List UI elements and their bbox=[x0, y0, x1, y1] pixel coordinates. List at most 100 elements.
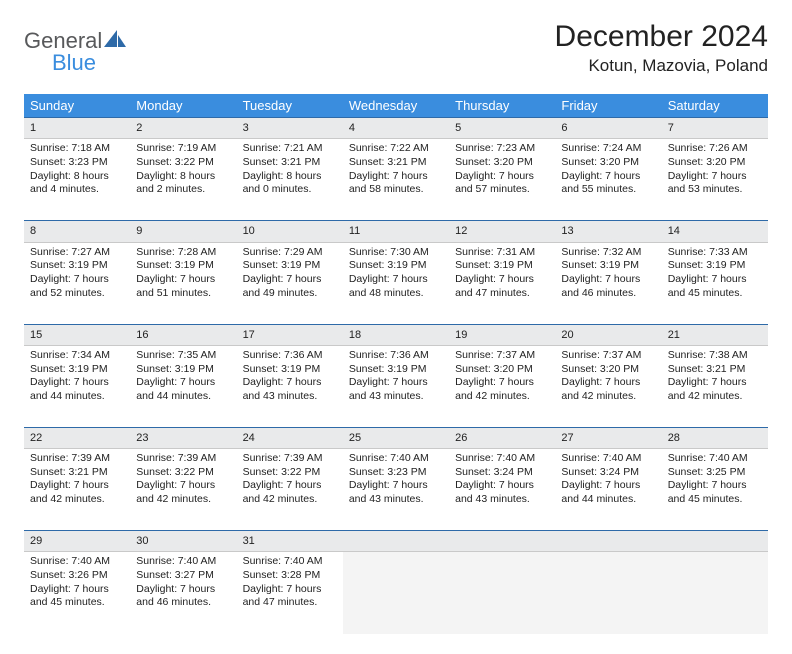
day-details: Sunrise: 7:26 AMSunset: 3:20 PMDaylight:… bbox=[662, 139, 768, 203]
day-text-cell: Sunrise: 7:28 AMSunset: 3:19 PMDaylight:… bbox=[130, 242, 236, 324]
day-details: Sunrise: 7:18 AMSunset: 3:23 PMDaylight:… bbox=[24, 139, 130, 203]
day-number-cell: 28 bbox=[662, 427, 768, 448]
day-number-cell: 23 bbox=[130, 427, 236, 448]
day-details: Sunrise: 7:33 AMSunset: 3:19 PMDaylight:… bbox=[662, 243, 768, 307]
day-number-cell: 5 bbox=[449, 118, 555, 139]
day-number-cell: 24 bbox=[237, 427, 343, 448]
day-details: Sunrise: 7:32 AMSunset: 3:19 PMDaylight:… bbox=[555, 243, 661, 307]
day-text-cell bbox=[555, 552, 661, 634]
day-number-cell bbox=[343, 531, 449, 552]
header: General Blue December 2024 Kotun, Mazovi… bbox=[24, 20, 768, 76]
day-details: Sunrise: 7:30 AMSunset: 3:19 PMDaylight:… bbox=[343, 243, 449, 307]
day-number-cell: 1 bbox=[24, 118, 130, 139]
day-number-cell: 19 bbox=[449, 324, 555, 345]
day-text-cell: Sunrise: 7:39 AMSunset: 3:21 PMDaylight:… bbox=[24, 449, 130, 531]
day-text-cell: Sunrise: 7:36 AMSunset: 3:19 PMDaylight:… bbox=[343, 345, 449, 427]
day-details: Sunrise: 7:38 AMSunset: 3:21 PMDaylight:… bbox=[662, 346, 768, 410]
day-number-cell: 25 bbox=[343, 427, 449, 448]
col-sun: Sunday bbox=[24, 94, 130, 118]
day-text-cell: Sunrise: 7:33 AMSunset: 3:19 PMDaylight:… bbox=[662, 242, 768, 324]
day-details: Sunrise: 7:40 AMSunset: 3:24 PMDaylight:… bbox=[449, 449, 555, 513]
day-text-cell: Sunrise: 7:40 AMSunset: 3:26 PMDaylight:… bbox=[24, 552, 130, 634]
day-details: Sunrise: 7:29 AMSunset: 3:19 PMDaylight:… bbox=[237, 243, 343, 307]
day-details: Sunrise: 7:28 AMSunset: 3:19 PMDaylight:… bbox=[130, 243, 236, 307]
day-text-cell: Sunrise: 7:38 AMSunset: 3:21 PMDaylight:… bbox=[662, 345, 768, 427]
day-number-cell: 10 bbox=[237, 221, 343, 242]
logo-text-2: Blue bbox=[52, 50, 126, 76]
day-number-cell: 9 bbox=[130, 221, 236, 242]
day-number-cell: 20 bbox=[555, 324, 661, 345]
day-text-cell: Sunrise: 7:36 AMSunset: 3:19 PMDaylight:… bbox=[237, 345, 343, 427]
day-details: Sunrise: 7:31 AMSunset: 3:19 PMDaylight:… bbox=[449, 243, 555, 307]
daynum-row: 891011121314 bbox=[24, 221, 768, 242]
day-number-cell: 30 bbox=[130, 531, 236, 552]
day-text-cell: Sunrise: 7:37 AMSunset: 3:20 PMDaylight:… bbox=[449, 345, 555, 427]
day-text-cell: Sunrise: 7:19 AMSunset: 3:22 PMDaylight:… bbox=[130, 139, 236, 221]
day-number-cell: 14 bbox=[662, 221, 768, 242]
day-details: Sunrise: 7:21 AMSunset: 3:21 PMDaylight:… bbox=[237, 139, 343, 203]
calendar-table: Sunday Monday Tuesday Wednesday Thursday… bbox=[24, 94, 768, 634]
day-text-cell: Sunrise: 7:27 AMSunset: 3:19 PMDaylight:… bbox=[24, 242, 130, 324]
day-number-cell: 31 bbox=[237, 531, 343, 552]
day-details: Sunrise: 7:34 AMSunset: 3:19 PMDaylight:… bbox=[24, 346, 130, 410]
day-text-cell: Sunrise: 7:40 AMSunset: 3:27 PMDaylight:… bbox=[130, 552, 236, 634]
day-text-cell: Sunrise: 7:23 AMSunset: 3:20 PMDaylight:… bbox=[449, 139, 555, 221]
col-tue: Tuesday bbox=[237, 94, 343, 118]
day-number-cell: 22 bbox=[24, 427, 130, 448]
daynum-row: 293031 bbox=[24, 531, 768, 552]
daytext-row: Sunrise: 7:34 AMSunset: 3:19 PMDaylight:… bbox=[24, 345, 768, 427]
logo: General Blue bbox=[24, 28, 126, 76]
col-thu: Thursday bbox=[449, 94, 555, 118]
day-details: Sunrise: 7:40 AMSunset: 3:26 PMDaylight:… bbox=[24, 552, 130, 616]
location: Kotun, Mazovia, Poland bbox=[555, 56, 768, 76]
day-number-cell: 17 bbox=[237, 324, 343, 345]
day-text-cell: Sunrise: 7:21 AMSunset: 3:21 PMDaylight:… bbox=[237, 139, 343, 221]
day-text-cell: Sunrise: 7:34 AMSunset: 3:19 PMDaylight:… bbox=[24, 345, 130, 427]
day-number-cell: 12 bbox=[449, 221, 555, 242]
day-text-cell: Sunrise: 7:32 AMSunset: 3:19 PMDaylight:… bbox=[555, 242, 661, 324]
day-number-cell: 21 bbox=[662, 324, 768, 345]
day-text-cell: Sunrise: 7:39 AMSunset: 3:22 PMDaylight:… bbox=[237, 449, 343, 531]
col-mon: Monday bbox=[130, 94, 236, 118]
day-text-cell: Sunrise: 7:30 AMSunset: 3:19 PMDaylight:… bbox=[343, 242, 449, 324]
day-text-cell: Sunrise: 7:29 AMSunset: 3:19 PMDaylight:… bbox=[237, 242, 343, 324]
day-text-cell: Sunrise: 7:18 AMSunset: 3:23 PMDaylight:… bbox=[24, 139, 130, 221]
day-number-cell bbox=[449, 531, 555, 552]
day-details: Sunrise: 7:36 AMSunset: 3:19 PMDaylight:… bbox=[237, 346, 343, 410]
day-text-cell bbox=[343, 552, 449, 634]
daytext-row: Sunrise: 7:18 AMSunset: 3:23 PMDaylight:… bbox=[24, 139, 768, 221]
day-details: Sunrise: 7:37 AMSunset: 3:20 PMDaylight:… bbox=[449, 346, 555, 410]
day-text-cell bbox=[449, 552, 555, 634]
month-title: December 2024 bbox=[555, 20, 768, 54]
day-details: Sunrise: 7:39 AMSunset: 3:22 PMDaylight:… bbox=[130, 449, 236, 513]
day-text-cell: Sunrise: 7:40 AMSunset: 3:25 PMDaylight:… bbox=[662, 449, 768, 531]
daytext-row: Sunrise: 7:40 AMSunset: 3:26 PMDaylight:… bbox=[24, 552, 768, 634]
daytext-row: Sunrise: 7:27 AMSunset: 3:19 PMDaylight:… bbox=[24, 242, 768, 324]
day-details: Sunrise: 7:23 AMSunset: 3:20 PMDaylight:… bbox=[449, 139, 555, 203]
day-text-cell: Sunrise: 7:26 AMSunset: 3:20 PMDaylight:… bbox=[662, 139, 768, 221]
day-number-cell: 6 bbox=[555, 118, 661, 139]
day-text-cell: Sunrise: 7:37 AMSunset: 3:20 PMDaylight:… bbox=[555, 345, 661, 427]
day-number-cell: 13 bbox=[555, 221, 661, 242]
day-details: Sunrise: 7:36 AMSunset: 3:19 PMDaylight:… bbox=[343, 346, 449, 410]
day-details: Sunrise: 7:37 AMSunset: 3:20 PMDaylight:… bbox=[555, 346, 661, 410]
day-details: Sunrise: 7:22 AMSunset: 3:21 PMDaylight:… bbox=[343, 139, 449, 203]
day-text-cell: Sunrise: 7:24 AMSunset: 3:20 PMDaylight:… bbox=[555, 139, 661, 221]
day-details: Sunrise: 7:40 AMSunset: 3:28 PMDaylight:… bbox=[237, 552, 343, 616]
day-number-cell: 27 bbox=[555, 427, 661, 448]
daynum-row: 1234567 bbox=[24, 118, 768, 139]
day-number-cell: 7 bbox=[662, 118, 768, 139]
day-number-cell: 8 bbox=[24, 221, 130, 242]
daynum-row: 22232425262728 bbox=[24, 427, 768, 448]
col-wed: Wednesday bbox=[343, 94, 449, 118]
col-sat: Saturday bbox=[662, 94, 768, 118]
day-number-cell bbox=[555, 531, 661, 552]
day-details: Sunrise: 7:19 AMSunset: 3:22 PMDaylight:… bbox=[130, 139, 236, 203]
day-number-cell: 2 bbox=[130, 118, 236, 139]
day-text-cell bbox=[662, 552, 768, 634]
day-number-cell: 16 bbox=[130, 324, 236, 345]
day-details: Sunrise: 7:40 AMSunset: 3:25 PMDaylight:… bbox=[662, 449, 768, 513]
day-text-cell: Sunrise: 7:40 AMSunset: 3:24 PMDaylight:… bbox=[449, 449, 555, 531]
day-number-cell: 4 bbox=[343, 118, 449, 139]
daynum-row: 15161718192021 bbox=[24, 324, 768, 345]
